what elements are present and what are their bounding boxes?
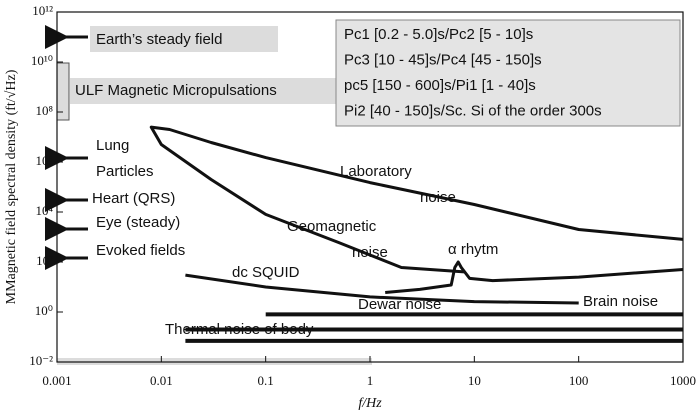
annotation: Earth’s steady field xyxy=(96,31,222,48)
info-text: Pi2 [40 - 150]s/Sc. Si of the order 300s xyxy=(344,102,602,119)
y-tick-label: 10² xyxy=(36,253,53,268)
annotation: Brain noise xyxy=(583,293,658,310)
x-tick-label: 1000 xyxy=(670,373,696,388)
curve xyxy=(149,125,684,274)
annotation: Thermal noise of body xyxy=(165,321,314,338)
x-tick-label: 10 xyxy=(468,373,481,388)
y-tick-label: 10⁸ xyxy=(35,103,53,118)
y-tick-label: 10⁰ xyxy=(35,303,53,318)
y-tick-label: 10¹⁰ xyxy=(31,53,53,68)
x-tick-label: 0.01 xyxy=(150,373,173,388)
y-tick-label: 10⁻² xyxy=(29,353,53,368)
annotation: noise xyxy=(420,189,456,206)
x-tick-label: 0.001 xyxy=(42,373,71,388)
y-tick-label: 10⁶ xyxy=(35,153,53,168)
y-tick-label: 10⁴ xyxy=(35,203,53,218)
curve xyxy=(385,260,684,294)
annotation: Heart (QRS) xyxy=(92,190,175,207)
x-tick-label: 1 xyxy=(367,373,374,388)
annotation: Laboratory xyxy=(340,163,412,180)
annotation: Eye (steady) xyxy=(96,214,180,231)
annotation: α rhytm xyxy=(448,241,498,258)
annotation: noise xyxy=(352,244,388,261)
curve xyxy=(185,273,579,305)
info-text: Pc3 [10 - 45]s/Pc4 [45 - 150]s xyxy=(344,51,542,68)
x-axis-label: f/Hz xyxy=(358,396,382,411)
arrows xyxy=(45,25,88,270)
annotation: Particles xyxy=(96,163,154,180)
annotation: Geomagnetic xyxy=(287,218,377,235)
highlight-box xyxy=(90,26,278,52)
annotation: dc SQUID xyxy=(232,264,300,281)
y-axis-label: MMagnetic field spectral density (ft/√Hz… xyxy=(4,69,19,304)
annotation: ULF Magnetic Micropulsations xyxy=(75,82,277,99)
info-text: Pc1 [0.2 - 5.0]s/Pc2 [5 - 10]s xyxy=(344,26,533,43)
info-box xyxy=(335,19,681,127)
annotation: Evoked fields xyxy=(96,242,185,259)
highlight-box xyxy=(70,78,340,104)
x-tick-label: 100 xyxy=(569,373,589,388)
annotation: Dewar noise xyxy=(358,296,441,313)
x-tick-label: 0.1 xyxy=(258,373,274,388)
y-tick-label: 10¹² xyxy=(32,3,53,18)
annotation: Lung xyxy=(96,137,129,154)
range-bracket xyxy=(56,62,70,121)
info-text: pc5 [150 - 600]s/Pi1 [1 - 40]s xyxy=(344,77,536,94)
